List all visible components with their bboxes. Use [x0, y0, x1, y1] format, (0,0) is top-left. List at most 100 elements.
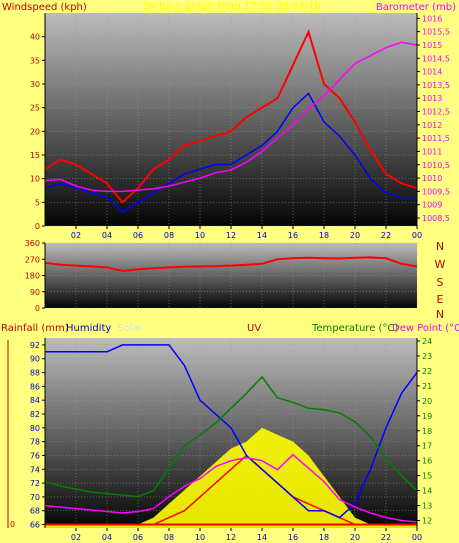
- y-tick-label: 1010,5: [422, 161, 450, 170]
- y-tick-label: 0: [35, 304, 40, 313]
- wind-gust-line: [44, 29, 418, 204]
- humidity-label: Humidity: [66, 323, 111, 334]
- x-tick-label: 20: [350, 231, 360, 240]
- x-tick-label: 12: [226, 231, 236, 240]
- y-tick-label: 16: [422, 457, 432, 466]
- y-tick-label: 35: [30, 56, 40, 65]
- wind-direction-line: [44, 256, 418, 273]
- y-tick-label: 74: [30, 465, 40, 474]
- x-tick-label: 22: [381, 231, 391, 240]
- temperature-line: [44, 375, 418, 498]
- dewpoint-line: [44, 453, 418, 523]
- y-tick-label: 76: [30, 451, 40, 460]
- dewpoint-label: Dew Point (°C): [392, 323, 459, 334]
- y-tick-label: 13: [422, 502, 432, 511]
- temperature-axis: 12 13 14 15 16 17 18 19 20 21 22 23 24: [417, 337, 432, 526]
- y-tick-label: 1011: [422, 147, 442, 156]
- y-tick-label: 24: [422, 337, 432, 346]
- wind-speed-axis: 0 5 10 15 20 25 30 35 40: [30, 33, 45, 231]
- y-tick-label: 1012: [422, 121, 442, 130]
- y-tick-label: 90: [30, 288, 40, 297]
- y-tick-label: 25: [30, 104, 40, 113]
- y-tick-label: 180: [25, 272, 40, 281]
- x-tick-label: 02: [71, 533, 81, 542]
- wind-speed-label: Windspeed (kph): [2, 2, 87, 13]
- chart-title: 24 hour graph from 17:51 30/04/16: [143, 1, 321, 12]
- y-tick-label: 72: [30, 479, 40, 488]
- x-tick-label: 02: [71, 231, 81, 240]
- x-tick-label: 16: [288, 231, 298, 240]
- wind-direction-axis: 0 90 180 270 360: [25, 239, 45, 313]
- y-tick-label: 88: [30, 369, 40, 378]
- y-tick-label: 1009: [422, 201, 442, 210]
- y-tick-label: 90: [30, 355, 40, 364]
- x-tick-label: 04: [102, 533, 112, 542]
- y-tick-label: 15: [30, 151, 40, 160]
- x-tick-label: 04: [102, 231, 112, 240]
- humidity-line: [45, 344, 418, 519]
- compass-e: E: [437, 293, 444, 306]
- compass-w: W: [435, 258, 446, 271]
- wind-direction-series: [44, 256, 418, 273]
- y-tick-label: 1013: [422, 94, 442, 103]
- barometer-label: Barometer (mb): [376, 2, 456, 13]
- x-tick-label: 14: [257, 533, 267, 542]
- x-tick-label: 22: [381, 533, 391, 542]
- x-tick-label: 16: [288, 533, 298, 542]
- y-tick-label: 78: [30, 438, 40, 447]
- y-tick-label: 1014,5: [422, 54, 450, 63]
- y-tick-label: 1010: [422, 174, 442, 183]
- wind-direction-grid: [45, 242, 418, 309]
- y-tick-label: 1013,5: [422, 81, 450, 90]
- y-tick-label: 12: [422, 517, 432, 526]
- x-tick-label: 18: [319, 231, 329, 240]
- x-tick-label: 12: [226, 533, 236, 542]
- y-tick-label: 66: [30, 521, 40, 530]
- bottom-panel-labels: Rainfall (mm) Humidity Solar UV Temperat…: [1, 323, 459, 334]
- x-tick-label: 06: [133, 533, 143, 542]
- x-tick-label: 00: [412, 231, 422, 240]
- pressure-line: [44, 41, 418, 193]
- temperature-label: Temperature (°C): [311, 323, 398, 334]
- y-tick-label: 19: [422, 412, 432, 421]
- y-tick-label: 1014: [422, 68, 442, 77]
- y-tick-label: 1011,5: [422, 134, 450, 143]
- y-tick-label: 22: [422, 367, 432, 376]
- y-tick-label: 18: [422, 427, 432, 436]
- solar-area: [45, 427, 417, 528]
- pressure-axis: 1008,5 1009 1009,5 1010 1010,5 1011 1011,5 1012…: [417, 14, 450, 223]
- y-tick-label: 1016: [422, 14, 442, 23]
- compass-n-bottom: N: [436, 308, 444, 321]
- x-tick-label: 18: [319, 533, 329, 542]
- y-tick-label: 270: [25, 255, 40, 264]
- y-tick-label: 1008,5: [422, 214, 450, 223]
- x-tick-label: 00: [412, 533, 422, 542]
- y-tick-label: 21: [422, 382, 432, 391]
- y-tick-label: 5: [35, 198, 40, 207]
- y-tick-label: 1012,5: [422, 108, 450, 117]
- y-tick-label: 84: [30, 396, 40, 405]
- x-tick-label: 08: [164, 533, 174, 542]
- temp-humidity-series: [44, 344, 418, 528]
- x-tick-label: 10: [195, 533, 205, 542]
- y-tick-label: 80: [30, 424, 40, 433]
- uv-label: UV: [247, 323, 261, 334]
- y-tick-label: 0: [35, 222, 40, 231]
- humidity-axis: 66 68 70 72 74 76 78 80 82 84 86 88 90 92: [30, 341, 45, 530]
- rainfall-label: Rainfall (mm): [1, 323, 69, 334]
- wind-pressure-x-axis: 02 04 06 08 10 12 14 16 18 20 22 00: [71, 226, 422, 240]
- y-tick-label: 17: [422, 442, 432, 451]
- temp-humidity-x-axis: 02 04 06 08 10 12 14 16 18 20 22 00: [71, 528, 422, 542]
- rainfall-axis-tick: 0: [10, 520, 15, 529]
- compass-labels: N W S E N: [435, 240, 446, 321]
- y-tick-label: 1015,5: [422, 28, 450, 37]
- x-tick-label: 14: [257, 231, 267, 240]
- y-tick-label: 15: [422, 472, 432, 481]
- y-tick-label: 68: [30, 507, 40, 516]
- compass-n-top: N: [436, 240, 444, 253]
- wind-average-line: [44, 92, 417, 213]
- y-tick-label: 82: [30, 410, 40, 419]
